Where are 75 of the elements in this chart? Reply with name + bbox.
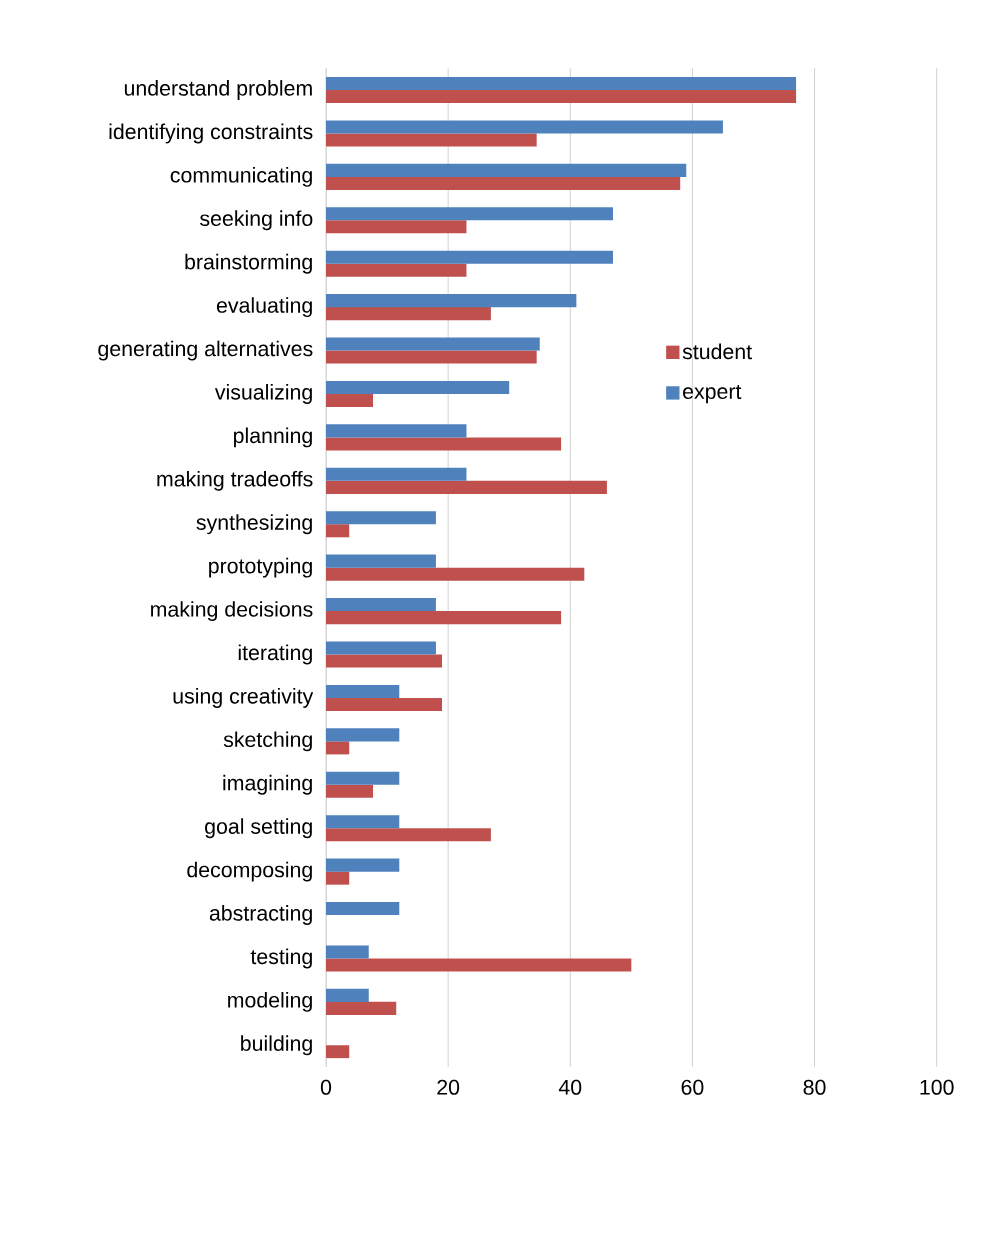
bar — [326, 641, 436, 655]
legend-label: expert — [683, 385, 742, 404]
bar — [326, 654, 443, 668]
bar — [326, 120, 723, 134]
bar — [326, 250, 614, 264]
bar — [326, 684, 400, 698]
bar — [326, 133, 537, 147]
y-tick-label: iterating — [238, 644, 312, 665]
y-tick-label: goal setting — [205, 818, 312, 839]
bar — [326, 988, 369, 1002]
y-tick-label: communicating — [170, 166, 312, 187]
bar — [326, 1045, 350, 1059]
y-tick-label: identifying constraints — [109, 123, 313, 144]
bar — [326, 220, 467, 234]
bar — [326, 741, 350, 755]
bar — [326, 207, 614, 221]
bar — [326, 90, 797, 104]
y-tick-label: modeling — [228, 991, 312, 1012]
bar — [326, 554, 436, 568]
bar — [326, 480, 607, 494]
y-tick-label: making tradeoffs — [157, 470, 313, 491]
bar — [326, 815, 400, 829]
bar — [326, 467, 467, 481]
bar — [326, 828, 491, 842]
y-tick-label: generating alternatives — [98, 340, 313, 361]
x-tick-label: 0 — [320, 1079, 332, 1095]
y-tick-label: using creativity — [173, 687, 314, 708]
bar — [326, 393, 374, 408]
bar — [326, 771, 400, 785]
bar — [326, 76, 797, 91]
bar — [326, 307, 491, 321]
bar — [326, 350, 537, 364]
bar — [326, 511, 436, 525]
x-tick-label: 20 — [437, 1079, 460, 1095]
x-tick-label: 80 — [803, 1079, 826, 1095]
y-tick-label: prototyping — [209, 557, 312, 578]
bar — [326, 163, 687, 177]
y-tick-label: testing — [250, 948, 312, 969]
y-tick-label: decomposing — [187, 861, 312, 882]
bar — [326, 901, 400, 916]
legend-label: student — [682, 343, 752, 360]
y-tick-label: abstracting — [209, 905, 312, 925]
bar — [326, 871, 350, 885]
bar — [326, 958, 632, 972]
bar — [326, 598, 436, 612]
y-tick-label: planning — [234, 427, 312, 448]
bar — [326, 263, 467, 277]
y-tick-label: evaluating — [216, 297, 312, 318]
bar — [326, 380, 510, 395]
bar — [326, 294, 577, 308]
y-tick-label: visualizing — [214, 384, 312, 404]
y-tick-label: making decisions — [151, 601, 313, 622]
bar — [326, 1001, 397, 1015]
x-tick-label: 40 — [558, 1079, 582, 1095]
x-tick-label: 60 — [681, 1079, 704, 1095]
bar — [326, 437, 562, 451]
x-tick-label: 100 — [920, 1079, 954, 1095]
y-tick-label: synthesizing — [196, 514, 312, 535]
bar — [326, 728, 400, 742]
bar — [326, 945, 369, 959]
bar — [326, 524, 350, 538]
y-tick-label: seeking info — [200, 210, 313, 231]
bar — [326, 697, 443, 711]
bar — [326, 424, 467, 438]
y-tick-label: building — [241, 1035, 312, 1056]
bar — [326, 337, 540, 351]
bar — [326, 611, 562, 625]
bar — [326, 567, 585, 581]
y-tick-label: understand problem — [124, 80, 312, 100]
bar — [326, 784, 374, 798]
y-tick-label: sketching — [223, 731, 312, 752]
bar — [326, 858, 400, 872]
bar — [326, 176, 681, 190]
y-tick-label: imagining — [223, 774, 312, 795]
y-tick-label: brainstorming — [185, 253, 312, 274]
